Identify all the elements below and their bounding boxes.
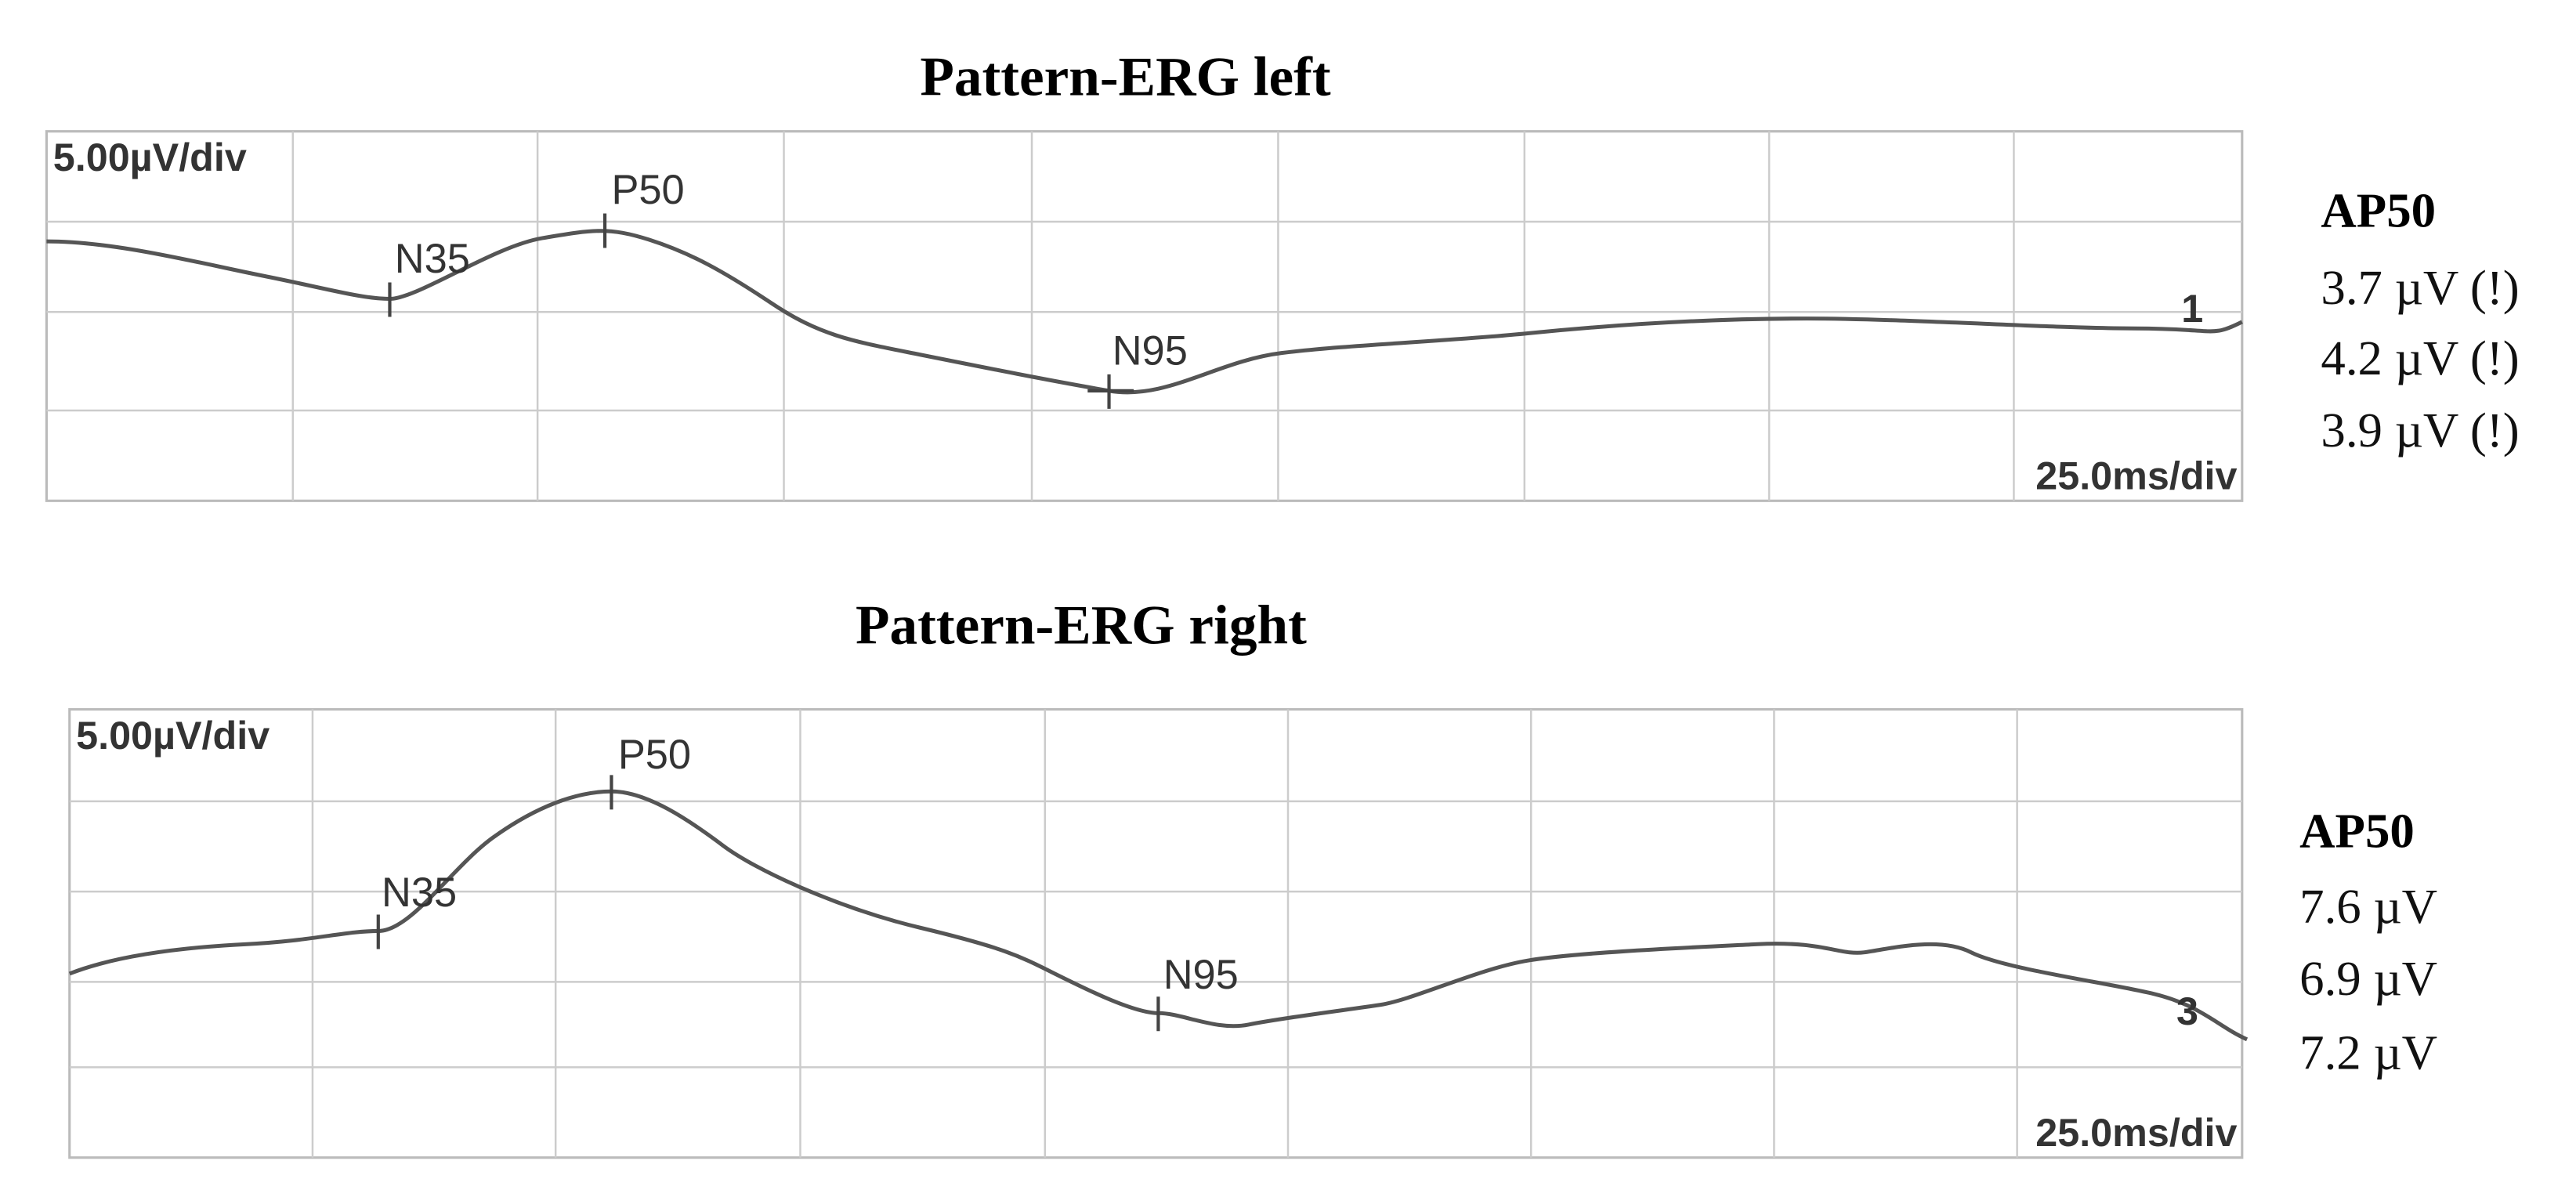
peak-label: P50 (618, 732, 691, 778)
peak-label: P50 (611, 168, 684, 213)
peak-label: N95 (1113, 328, 1188, 374)
panel-title: Pattern-ERG right (856, 595, 1307, 656)
peak-label: N35 (382, 870, 457, 916)
plot-frame (45, 130, 2244, 502)
time-scale: 25.0ms/div (2035, 1110, 2237, 1155)
measure-value: 3.7 µV (!) (2321, 260, 2519, 315)
measure-title: AP50 (2299, 804, 2415, 859)
measure-value: 6.9 µV (2299, 951, 2437, 1006)
waveform (46, 229, 2243, 395)
time-scale: 25.0ms/div (2035, 454, 2237, 498)
waveform (68, 789, 2249, 1042)
trace-label: 3 (2176, 989, 2198, 1033)
grid (46, 131, 2242, 501)
peak-label: N95 (1163, 953, 1239, 998)
amplitude-scale: 5.00µV/div (53, 135, 247, 179)
amplitude-scale: 5.00µV/div (76, 713, 270, 758)
measure-value: 4.2 µV (!) (2321, 331, 2519, 385)
trace-label: 1 (2181, 286, 2203, 331)
panel-left: Pattern-ERG left 5.00µV/div 25.0ms/div N… (45, 46, 2520, 502)
measure-value: 7.6 µV (2299, 879, 2437, 934)
measure-title: AP50 (2321, 183, 2436, 237)
measure-value: 3.9 µV (!) (2321, 403, 2519, 457)
measure-value: 7.2 µV (2299, 1025, 2437, 1080)
panel-title: Pattern-ERG left (920, 46, 1331, 108)
grid (69, 709, 2242, 1158)
plot-frame (68, 707, 2244, 1159)
panel-right: Pattern-ERG right 5.00µV/div 25.0ms/div … (68, 595, 2437, 1159)
peak-label: N35 (395, 237, 470, 282)
